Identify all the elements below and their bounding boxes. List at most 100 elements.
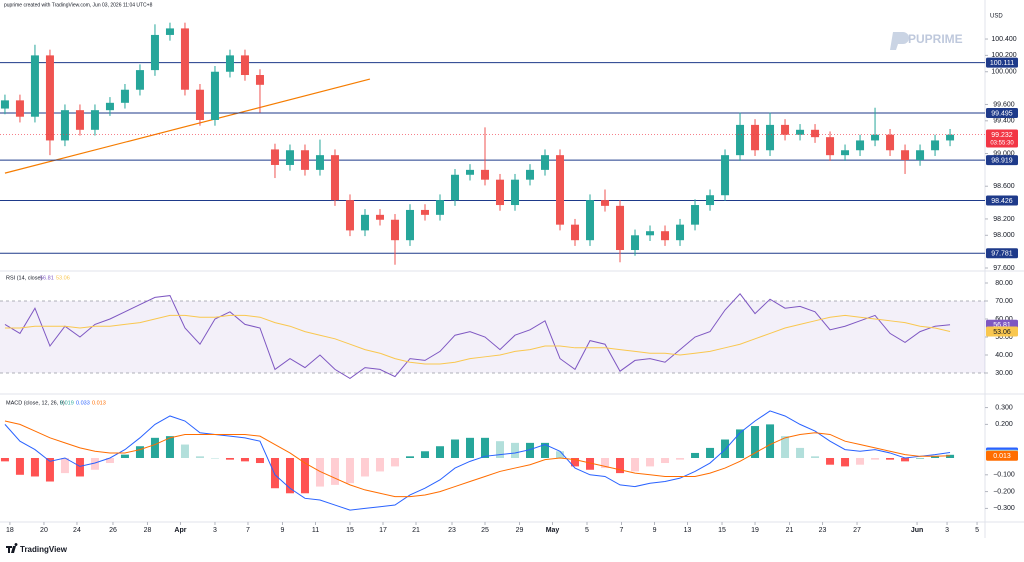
y-tick-label: 98.600 <box>993 183 1015 190</box>
candle-body <box>165 28 174 35</box>
candle-body <box>225 55 234 72</box>
histogram-bar <box>480 437 489 458</box>
candle-body <box>390 219 399 241</box>
histogram-bar <box>781 436 790 458</box>
candle-body <box>946 134 955 141</box>
histogram-bar <box>871 457 880 460</box>
histogram-bar <box>601 457 610 469</box>
x-tick-label: 25 <box>481 527 489 534</box>
candle-body <box>300 150 309 170</box>
candle-body <box>616 205 625 251</box>
histogram-bar <box>210 457 219 459</box>
x-tick-label: 13 <box>684 527 692 534</box>
candle-body <box>661 231 670 241</box>
histogram-bar <box>150 437 159 458</box>
candle-body <box>90 110 99 130</box>
histogram-bar <box>270 457 279 489</box>
trend-line <box>4 78 371 174</box>
candle-body <box>826 137 835 156</box>
histogram-bar <box>420 451 429 458</box>
candle-body <box>496 179 505 206</box>
series-line <box>4 420 951 498</box>
candle-body <box>721 155 730 196</box>
candle-body <box>105 102 114 111</box>
histogram-bar <box>45 457 54 482</box>
candle-body <box>75 110 84 130</box>
candle-body <box>766 124 775 151</box>
countdown-label: 03:55:30 <box>990 141 1014 147</box>
histogram-bar <box>225 457 234 460</box>
x-tick-label: 17 <box>379 527 387 534</box>
candle-body <box>60 110 69 141</box>
histogram-bar <box>946 454 955 458</box>
histogram-bar <box>751 426 760 458</box>
histogram-bar <box>195 456 204 458</box>
level-label: 97.781 <box>991 251 1013 258</box>
level-label-box <box>986 108 1018 119</box>
watermark-text: PUPRIME <box>908 32 963 46</box>
y-tick-label: −0.100 <box>993 472 1015 479</box>
candle-body <box>30 55 39 117</box>
x-tick-label: 21 <box>786 527 794 534</box>
histogram-bar <box>676 457 685 460</box>
candle-body <box>285 150 294 165</box>
last-value-box <box>986 450 1018 461</box>
y-tick-label: 0.300 <box>995 404 1013 411</box>
histogram-bar <box>721 439 730 458</box>
y-tick-label: 50.00 <box>995 334 1013 341</box>
x-tick-label: Apr <box>174 527 186 534</box>
histogram-bar <box>661 457 670 464</box>
histogram-bar <box>0 457 9 462</box>
rsi-band <box>0 301 985 374</box>
histogram-bar <box>496 441 505 458</box>
panel: 80.00 70.00 60.00 50.00 40.00 30.00 RSI (14, c… <box>0 275 1018 380</box>
histogram-bar <box>646 457 655 467</box>
y-tick-label: 40.00 <box>995 352 1013 359</box>
x-tick-label: 15 <box>718 527 726 534</box>
histogram-bar <box>330 457 339 485</box>
candle-body <box>150 34 159 71</box>
x-tick-label: 15 <box>346 527 354 534</box>
histogram-bar <box>571 457 580 467</box>
x-tick-label: 26 <box>109 527 117 534</box>
candle-body <box>916 150 925 161</box>
x-tick-label: 7 <box>246 527 250 534</box>
candle-body <box>120 89 129 103</box>
x-tick-label: May <box>546 527 560 534</box>
level-label-box <box>986 195 1018 206</box>
histogram-bar <box>616 457 625 474</box>
candle-body <box>856 140 865 151</box>
histogram-bar <box>60 457 69 474</box>
x-tick-label: 24 <box>73 527 81 534</box>
histogram-bar <box>511 442 520 458</box>
histogram-bar <box>586 457 595 470</box>
candle-body <box>676 224 685 241</box>
x-tick-label: 29 <box>516 527 524 534</box>
histogram-bar <box>135 446 144 458</box>
histogram-bar <box>285 457 294 494</box>
legend-value: 56.81 <box>40 275 54 281</box>
candle-body <box>646 231 655 236</box>
candle-body <box>240 55 249 76</box>
histogram-bar <box>360 457 369 477</box>
series-line <box>4 410 951 511</box>
candle-body <box>255 75 264 85</box>
y-tick-label: 97.600 <box>993 265 1015 272</box>
candle-body <box>195 89 204 120</box>
candle-body <box>420 209 429 215</box>
watermark-icon <box>890 32 909 50</box>
candle-body <box>0 100 9 109</box>
panel-title: RSI (14, close) <box>6 275 43 281</box>
last-value-label: 0.013 <box>993 453 1011 460</box>
y-tick-label: 100.400 <box>991 36 1016 43</box>
level-label: 100.111 <box>990 60 1014 67</box>
histogram-bar <box>841 457 850 467</box>
histogram-bar <box>30 457 39 477</box>
candle-body <box>841 150 850 156</box>
histogram-bar <box>691 452 700 458</box>
brand: TradingView <box>6 543 68 554</box>
panel: 0.300 0.200 −0.100 −0.200 −0.300 18 20 24 26 28 Ap… <box>0 400 1018 534</box>
candle-body <box>871 134 880 141</box>
y-tick-label: 99.600 <box>993 101 1015 108</box>
